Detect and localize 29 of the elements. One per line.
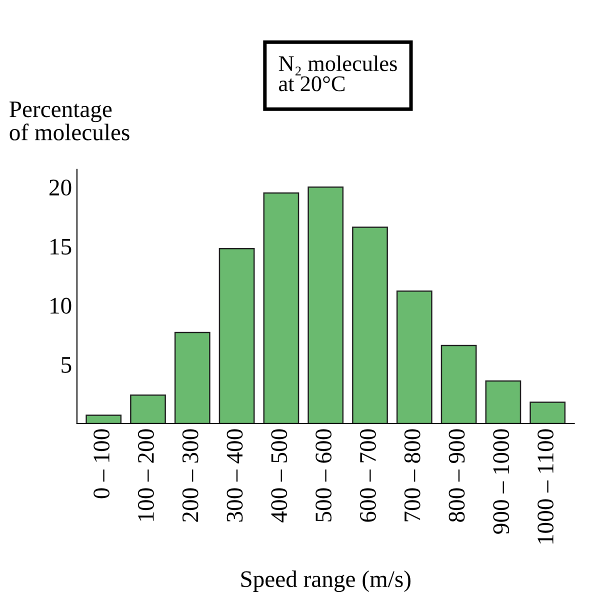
x-axis-title: Speed range (m/s) [241, 570, 410, 592]
x-tick-label: 700 – 800 [404, 429, 420, 522]
x-tick-label: 0 – 100 [94, 429, 110, 498]
bar [130, 394, 166, 424]
y-tick-label: 5 [62, 357, 72, 373]
bar [174, 332, 210, 424]
bar [218, 248, 255, 424]
y-tick-label: 20 [50, 180, 72, 196]
x-tick-label: 600 – 700 [360, 429, 376, 522]
x-tick-label: 1000 – 1100 [538, 429, 554, 544]
y-axis-title: Percentage of molecules [10, 102, 130, 140]
bar [485, 380, 522, 424]
bar [263, 192, 300, 424]
x-tick-label: 900 – 1000 [493, 429, 510, 534]
bar [308, 186, 344, 424]
x-tick-label: 200 – 300 [182, 429, 198, 522]
bar [396, 290, 432, 424]
chart-title: N₂ molecules at 20°C [278, 55, 397, 92]
x-tick-label: 100 – 200 [138, 429, 154, 521]
bar [530, 402, 566, 424]
y-tick-label: 15 [50, 238, 72, 255]
y-tick-label: 10 [50, 298, 72, 314]
bar [440, 344, 477, 424]
x-tick-label: 400 – 500 [271, 429, 288, 522]
x-tick-label: 500 – 600 [316, 429, 332, 522]
bar [86, 414, 122, 424]
bar [352, 226, 388, 424]
x-tick-label: 800 – 900 [448, 429, 465, 522]
x-tick-label: 300 – 400 [226, 429, 243, 522]
